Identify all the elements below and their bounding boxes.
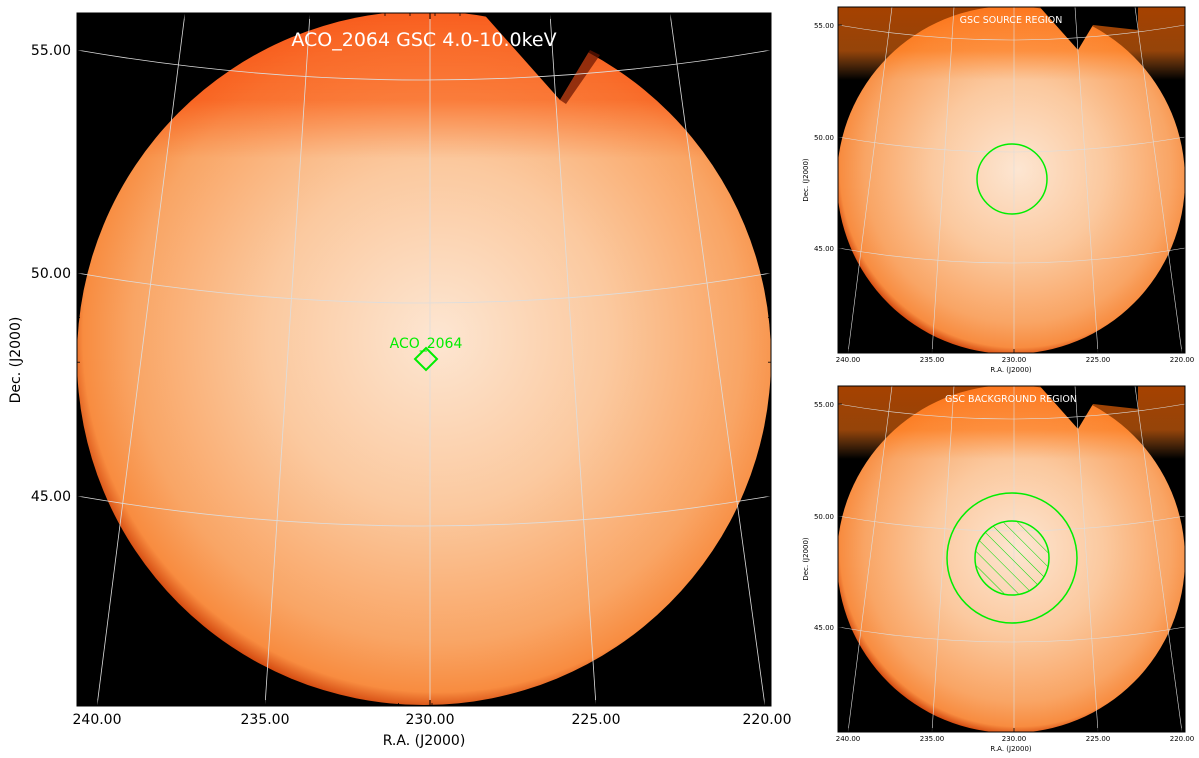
source-panel: GSC SOURCE REGION 240.00 235.00 230.00 2… [802,6,1195,374]
x-tick-label: 225.00 [1086,735,1111,743]
background-region-outer [946,492,1078,624]
y-tick-label: 50.00 [31,266,71,282]
main-minor-ticks [77,13,771,706]
background-panel: GSC BACKGROUND REGION 240.00 235.00 230.… [802,385,1195,753]
background-frame [837,385,1186,733]
x-tick-label: 230.00 [1002,735,1027,743]
main-disc [77,13,771,705]
x-tick-label: 220.00 [1170,356,1195,364]
source-y-axis-label: Dec. (J2000) [802,158,810,202]
source-ticks [838,24,1183,353]
source-y-tick-labels: 55.00 50.00 45.00 [814,22,834,253]
main-image: ACO_2064 ACO_2064 GSC 4.0-10.0keV [77,13,771,706]
main-frame [76,12,772,707]
y-tick-label: 45.00 [31,489,71,505]
x-tick-label: 235.00 [241,712,290,728]
source-x-tick-labels: 240.00 235.00 230.00 225.00 220.00 [836,356,1195,364]
x-tick-label: 235.00 [920,735,945,743]
source-frame [837,6,1186,354]
source-region-marker [413,346,439,372]
main-title: ACO_2064 GSC 4.0-10.0keV [291,29,556,51]
x-tick-label: 240.00 [73,712,122,728]
x-tick-label: 240.00 [836,735,861,743]
background-image: GSC BACKGROUND REGION [838,386,1185,732]
background-x-tick-labels: 240.00 235.00 230.00 225.00 220.00 [836,735,1195,743]
background-y-axis-label: Dec. (J2000) [802,537,810,581]
source-panel-title: GSC SOURCE REGION [960,15,1063,26]
source-region-circle [976,143,1048,215]
y-tick-label: 50.00 [814,513,834,521]
y-tick-label: 45.00 [814,245,834,253]
main-grid [77,13,771,706]
background-x-axis-label: R.A. (J2000) [990,745,1032,753]
source-image: GSC SOURCE REGION [838,7,1185,353]
main-x-axis-label: R.A. (J2000) [383,733,466,749]
source-x-axis-label: R.A. (J2000) [990,366,1032,374]
background-ticks [838,403,1183,732]
y-tick-label: 55.00 [814,401,834,409]
main-y-tick-labels: 55.00 50.00 45.00 [31,43,71,505]
main-x-tick-labels: 240.00 235.00 230.00 225.00 220.00 [73,712,792,728]
x-tick-label: 240.00 [836,356,861,364]
y-tick-label: 50.00 [814,134,834,142]
main-y-axis-label: Dec. (J2000) [8,317,24,404]
y-tick-label: 55.00 [814,22,834,30]
background-y-tick-labels: 55.00 50.00 45.00 [814,401,834,632]
y-tick-label: 55.00 [31,43,71,59]
x-tick-label: 225.00 [1086,356,1111,364]
x-tick-label: 225.00 [572,712,621,728]
main-panel: ACO_2064 ACO_2064 GSC 4.0-10.0keV 240.00… [8,12,792,749]
y-tick-label: 45.00 [814,624,834,632]
background-panel-title: GSC BACKGROUND REGION [945,394,1077,405]
x-tick-label: 220.00 [1170,735,1195,743]
x-tick-label: 220.00 [743,712,792,728]
background-region-inner-hatched [974,520,1050,596]
x-tick-label: 235.00 [920,356,945,364]
x-tick-label: 230.00 [406,712,455,728]
source-label: ACO_2064 [390,336,463,352]
x-tick-label: 230.00 [1002,356,1027,364]
